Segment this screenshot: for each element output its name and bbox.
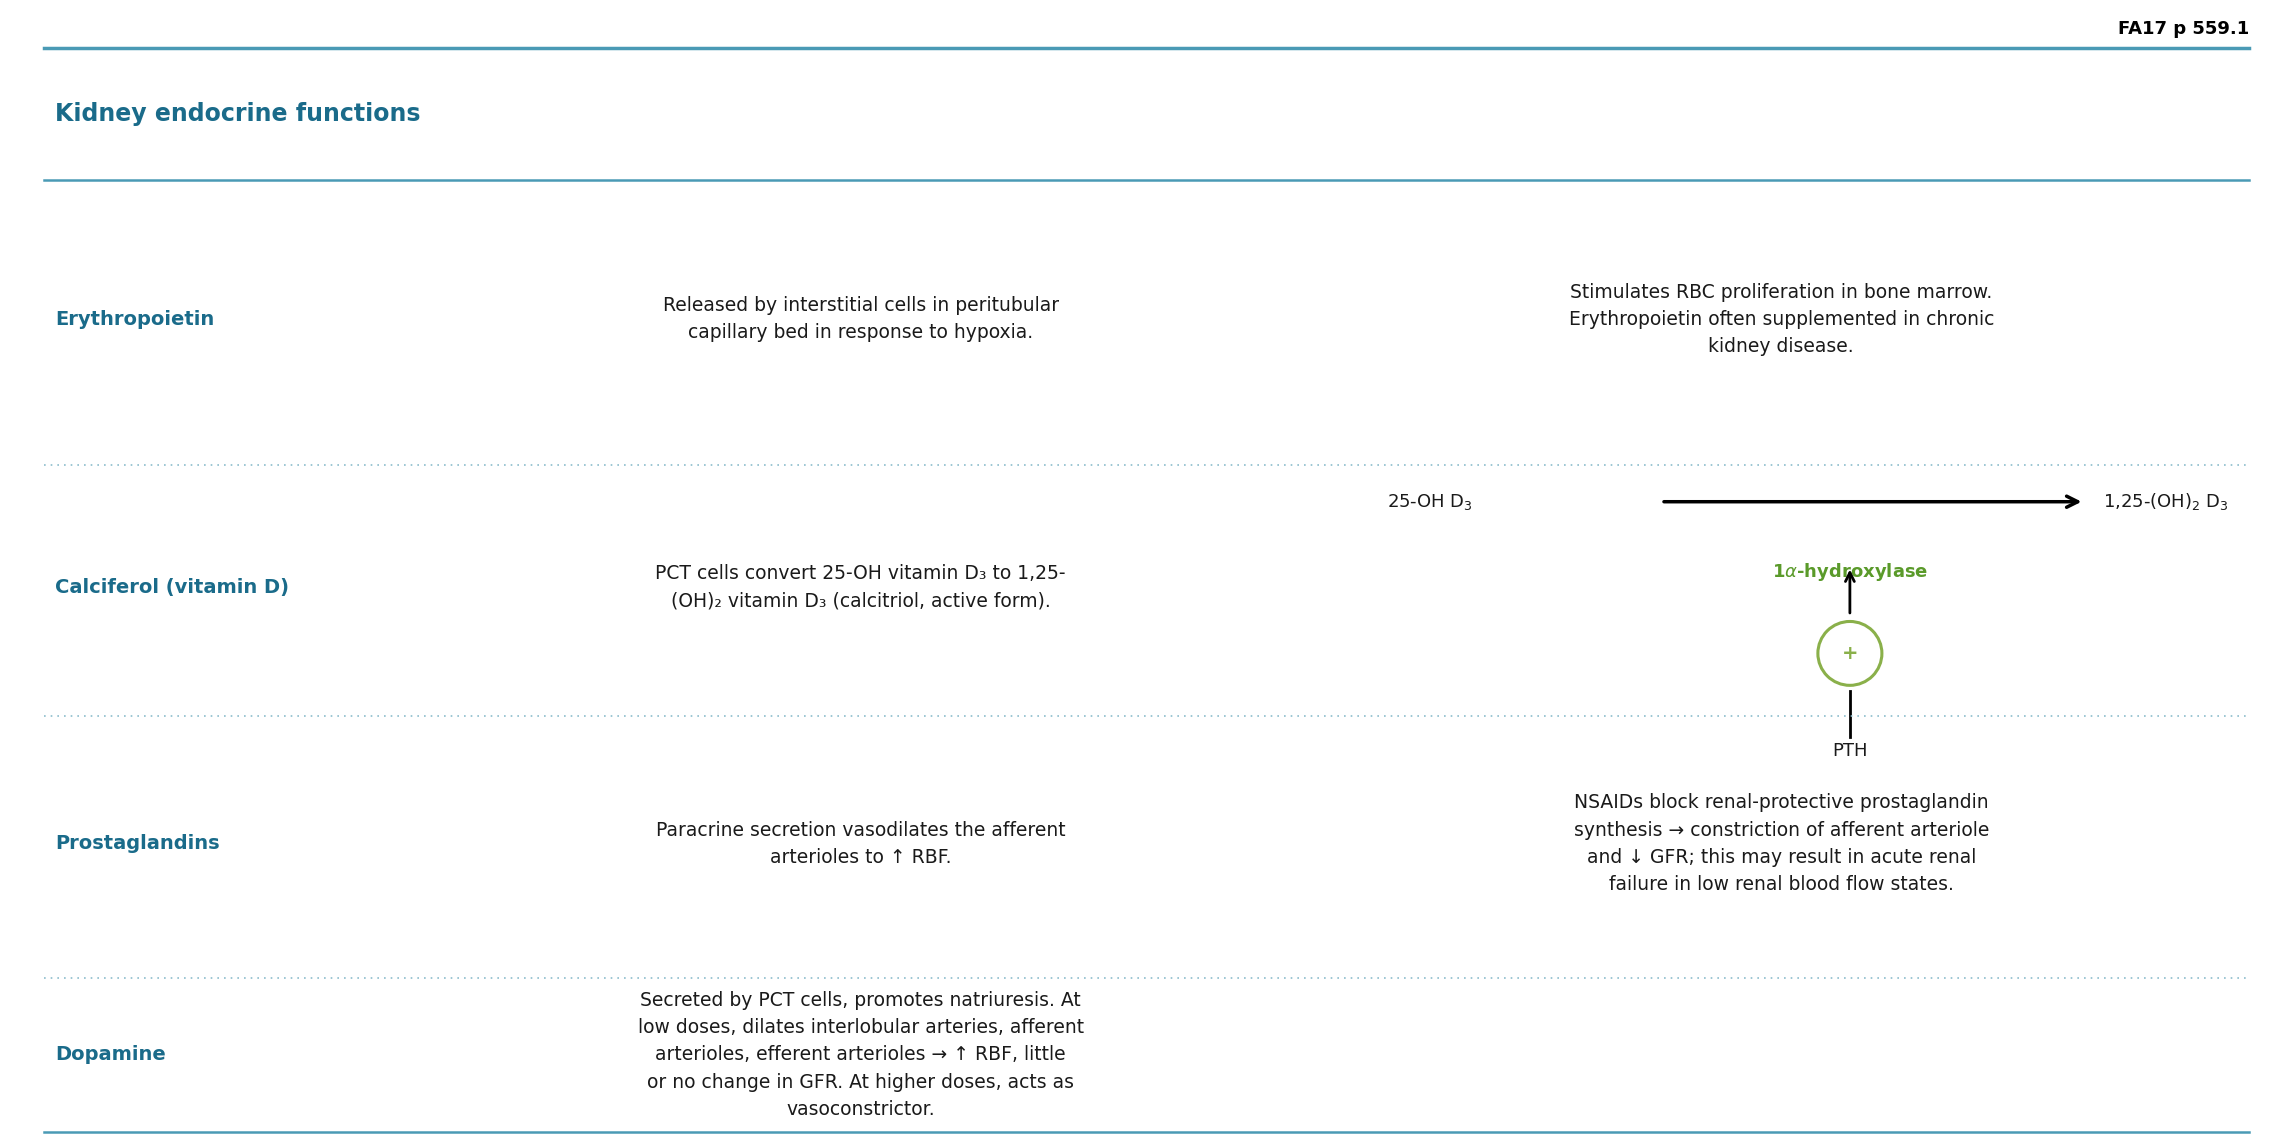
Text: PCT cells convert 25-OH vitamin D₃ to 1,25-
(OH)₂ vitamin D₃ (calcitriol, active: PCT cells convert 25-OH vitamin D₃ to 1,… [656, 564, 1066, 611]
Text: 1,25-(OH)$_2$ D$_3$: 1,25-(OH)$_2$ D$_3$ [2103, 492, 2229, 512]
Text: FA17 p 559.1: FA17 p 559.1 [2119, 19, 2249, 38]
Text: NSAIDs block renal-protective prostaglandin
synthesis → constriction of afferent: NSAIDs block renal-protective prostaglan… [1573, 793, 1988, 894]
Text: Paracrine secretion vasodilates the afferent
arterioles to ↑ RBF.: Paracrine secretion vasodilates the affe… [656, 821, 1066, 868]
Text: Stimulates RBC proliferation in bone marrow.
Erythropoietin often supplemented i: Stimulates RBC proliferation in bone mar… [1568, 283, 1995, 356]
Text: 25-OH D$_3$: 25-OH D$_3$ [1387, 492, 1472, 512]
Text: Released by interstitial cells in peritubular
capillary bed in response to hypox: Released by interstitial cells in peritu… [663, 296, 1059, 343]
Text: Prostaglandins: Prostaglandins [55, 834, 220, 854]
Text: Calciferol (vitamin D): Calciferol (vitamin D) [55, 578, 289, 597]
Text: Dopamine: Dopamine [55, 1045, 165, 1065]
Text: Kidney endocrine functions: Kidney endocrine functions [55, 102, 422, 126]
Text: Erythropoietin: Erythropoietin [55, 309, 216, 329]
Text: 1$\alpha$-hydroxylase: 1$\alpha$-hydroxylase [1772, 562, 1928, 583]
Text: PTH: PTH [1832, 743, 1867, 760]
Text: Secreted by PCT cells, promotes natriuresis. At
low doses, dilates interlobular : Secreted by PCT cells, promotes natriure… [637, 991, 1085, 1118]
Text: +: + [1841, 644, 1857, 662]
